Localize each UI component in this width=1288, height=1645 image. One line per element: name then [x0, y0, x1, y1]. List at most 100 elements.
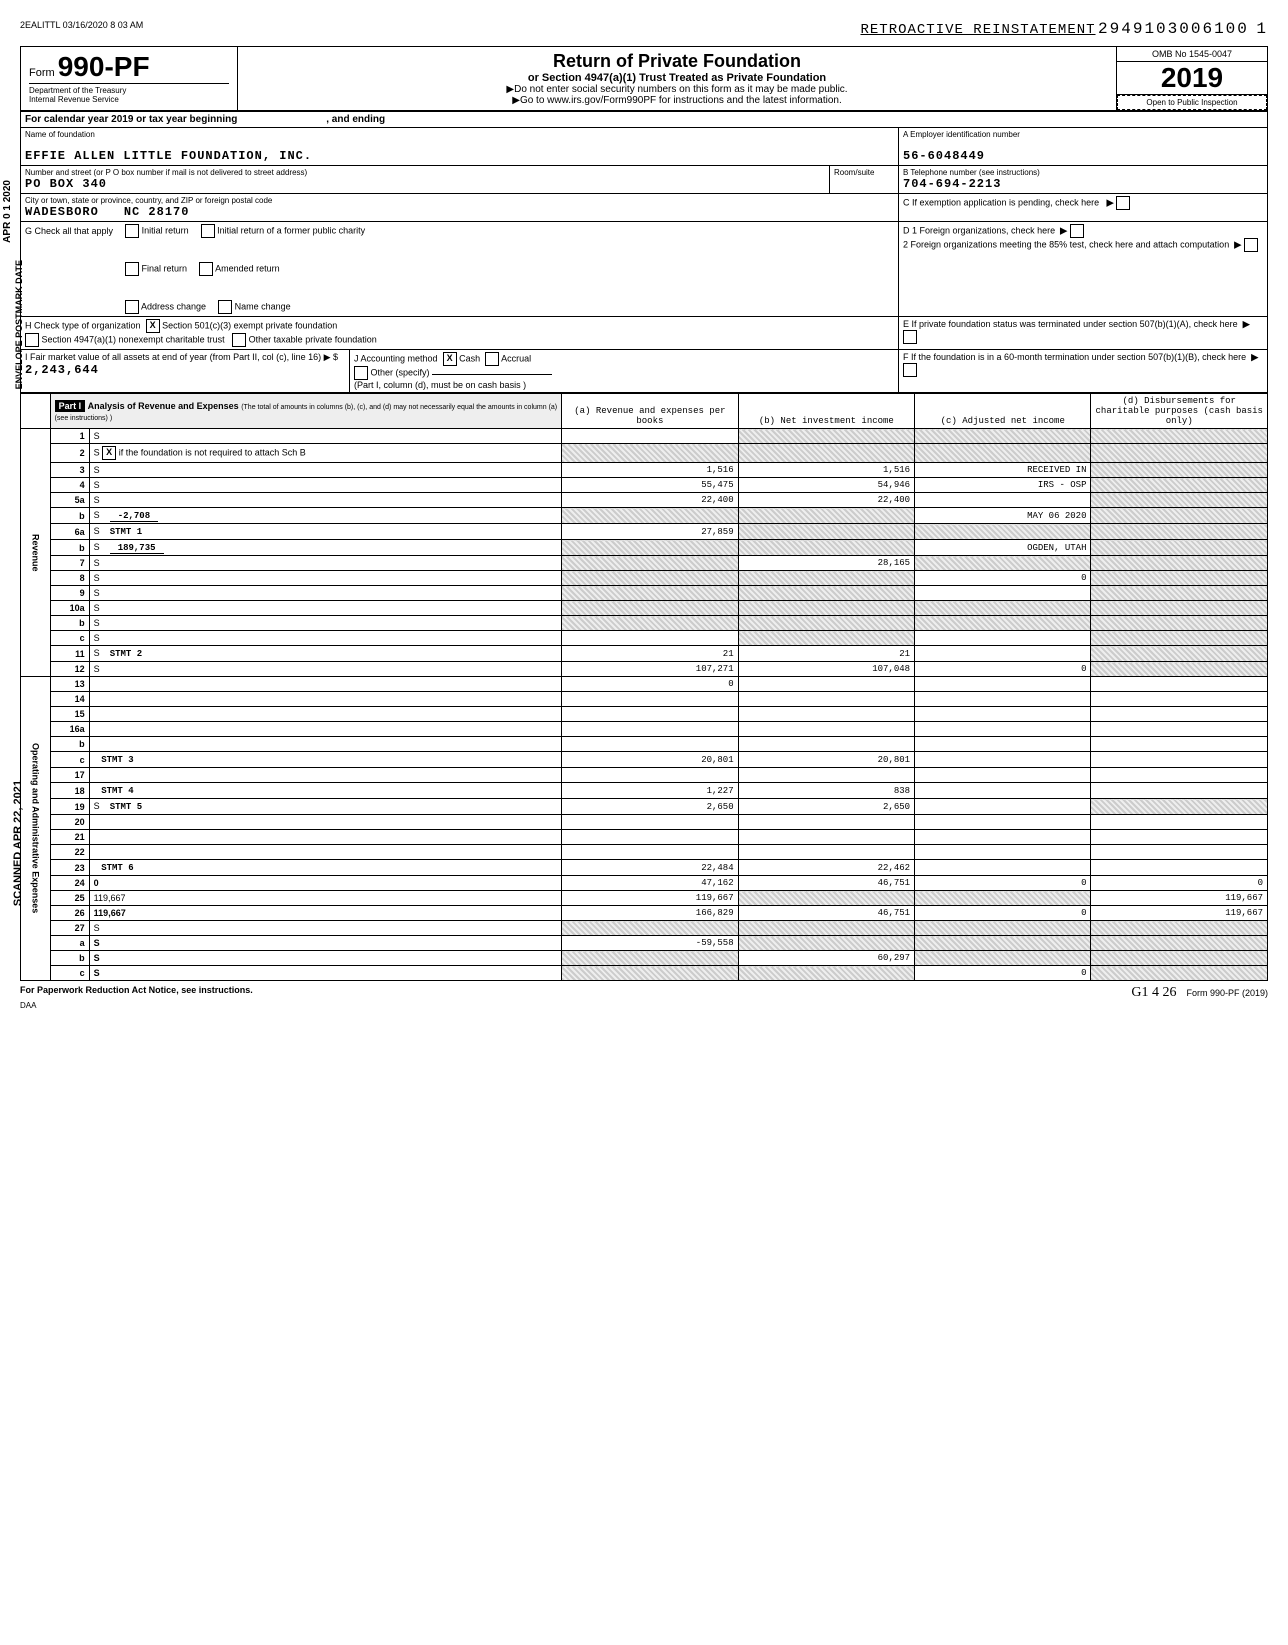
line-description: S: [89, 556, 562, 571]
j-accrual-label: Accrual: [501, 353, 531, 363]
amount-cell-a: [562, 556, 738, 571]
postmark-date-side: APR 0 1 2020: [2, 180, 13, 243]
dln-number: 2949103006100: [1098, 20, 1249, 38]
amount-cell-b: [738, 616, 914, 631]
h-org-type-label: H Check type of organization: [25, 320, 141, 330]
h-other-checkbox[interactable]: [232, 333, 246, 347]
form-identifier-box: Form 990-PF Department of the Treasury I…: [21, 47, 238, 110]
phone-value: 704-694-2213: [903, 177, 1263, 191]
amount-cell-d: [1091, 737, 1268, 752]
table-row: 25119,667119,667119,667: [21, 891, 1268, 906]
col-a-header: (a) Revenue and expenses per books: [562, 394, 738, 429]
amount-cell-b: 21: [738, 646, 914, 662]
amount-cell-c: [915, 783, 1091, 799]
amount-cell-c: [915, 830, 1091, 845]
table-row: 15: [21, 707, 1268, 722]
line-description: S: [89, 586, 562, 601]
table-row: 24047,16246,75100: [21, 876, 1268, 891]
line-number: b: [50, 616, 89, 631]
amount-cell-d: 119,667: [1091, 891, 1268, 906]
line-description: [89, 677, 562, 692]
amount-cell-b: [738, 571, 914, 586]
amount-cell-c: IRS - OSP: [915, 478, 1091, 493]
form-footer-ref: Form 990-PF (2019): [1186, 988, 1268, 998]
h-opt1: Section 501(c)(3) exempt private foundat…: [162, 320, 337, 330]
line-description: S: [89, 601, 562, 616]
final-return-checkbox[interactable]: [125, 262, 139, 276]
c-checkbox[interactable]: [1116, 196, 1130, 210]
line-number: 21: [50, 830, 89, 845]
h-opt2: Section 4947(a)(1) nonexempt charitable …: [42, 334, 225, 344]
line-number: 17: [50, 768, 89, 783]
line-description: S 189,735: [89, 540, 562, 556]
amount-cell-a: [562, 444, 738, 463]
amount-cell-a: [562, 571, 738, 586]
amount-cell-d: [1091, 951, 1268, 966]
dept-treasury: Department of the Treasury: [29, 86, 229, 95]
revenue-section-marker: Revenue: [21, 429, 51, 677]
amount-cell-d: [1091, 799, 1268, 815]
amount-cell-b: 2,650: [738, 799, 914, 815]
amount-cell-b: [738, 966, 914, 981]
d2-foreign-label: 2 Foreign organizations meeting the 85% …: [903, 239, 1229, 249]
amount-cell-a: [562, 616, 738, 631]
amount-cell-a: 119,667: [562, 891, 738, 906]
line-description: S STMT 5: [89, 799, 562, 815]
table-row: 2S X if the foundation is not required t…: [21, 444, 1268, 463]
amount-cell-a: 47,162: [562, 876, 738, 891]
amount-cell-d: [1091, 444, 1268, 463]
j-accrual-checkbox[interactable]: [485, 352, 499, 366]
g-check-label: G Check all that apply: [25, 226, 113, 236]
name-change-checkbox[interactable]: [218, 300, 232, 314]
initial-former-checkbox[interactable]: [201, 224, 215, 238]
amount-cell-d: [1091, 768, 1268, 783]
line-number: 22: [50, 845, 89, 860]
line-description: S: [89, 921, 562, 936]
ein-value: 56-6048449: [903, 149, 1263, 163]
city-label: City or town, state or province, country…: [25, 196, 894, 205]
line-number: 3: [50, 463, 89, 478]
amount-cell-d: [1091, 783, 1268, 799]
form-title-box: Return of Private Foundation or Section …: [238, 47, 1116, 110]
amount-cell-b: [738, 921, 914, 936]
col-d-header: (d) Disbursements for charitable purpose…: [1091, 394, 1268, 429]
amount-cell-d: [1091, 586, 1268, 601]
amount-cell-c: [915, 752, 1091, 768]
amount-cell-c: 0: [915, 906, 1091, 921]
amount-cell-d: [1091, 845, 1268, 860]
amount-cell-c: [915, 951, 1091, 966]
table-row: 4S55,47554,946IRS - OSP: [21, 478, 1268, 493]
amount-cell-a: 21: [562, 646, 738, 662]
form-number: 990-PF: [58, 51, 150, 82]
name-label: Name of foundation: [25, 130, 894, 139]
j-cash-checkbox[interactable]: X: [443, 352, 457, 366]
line-description: [89, 722, 562, 737]
amount-cell-d: [1091, 692, 1268, 707]
d1-checkbox[interactable]: [1070, 224, 1084, 238]
address-change-checkbox[interactable]: [125, 300, 139, 314]
amount-cell-c: 0: [915, 662, 1091, 677]
amount-cell-b: [738, 707, 914, 722]
table-row: 5aS22,40022,400: [21, 493, 1268, 508]
amended-return-checkbox[interactable]: [199, 262, 213, 276]
initial-return-checkbox[interactable]: [125, 224, 139, 238]
calendar-year-row: For calendar year 2019 or tax year begin…: [20, 112, 1268, 128]
amount-cell-d: [1091, 493, 1268, 508]
table-row: 3S1,5161,516RECEIVED IN: [21, 463, 1268, 478]
amount-cell-c: [915, 524, 1091, 540]
amount-cell-c: [915, 707, 1091, 722]
d2-checkbox[interactable]: [1244, 238, 1258, 252]
line-description: S X if the foundation is not required to…: [89, 444, 562, 463]
line-description: S: [89, 966, 562, 981]
amount-cell-d: [1091, 463, 1268, 478]
e-checkbox[interactable]: [903, 330, 917, 344]
g-opt-1: Final return: [142, 263, 188, 273]
amount-cell-c: OGDEN, UTAH: [915, 540, 1091, 556]
address-label: Number and street (or P O box number if …: [25, 168, 825, 177]
h-501c3-checkbox[interactable]: X: [146, 319, 160, 333]
amount-cell-c: [915, 556, 1091, 571]
line-description: STMT 3: [89, 752, 562, 768]
h-4947-checkbox[interactable]: [25, 333, 39, 347]
j-other-checkbox[interactable]: [354, 366, 368, 380]
f-checkbox[interactable]: [903, 363, 917, 377]
